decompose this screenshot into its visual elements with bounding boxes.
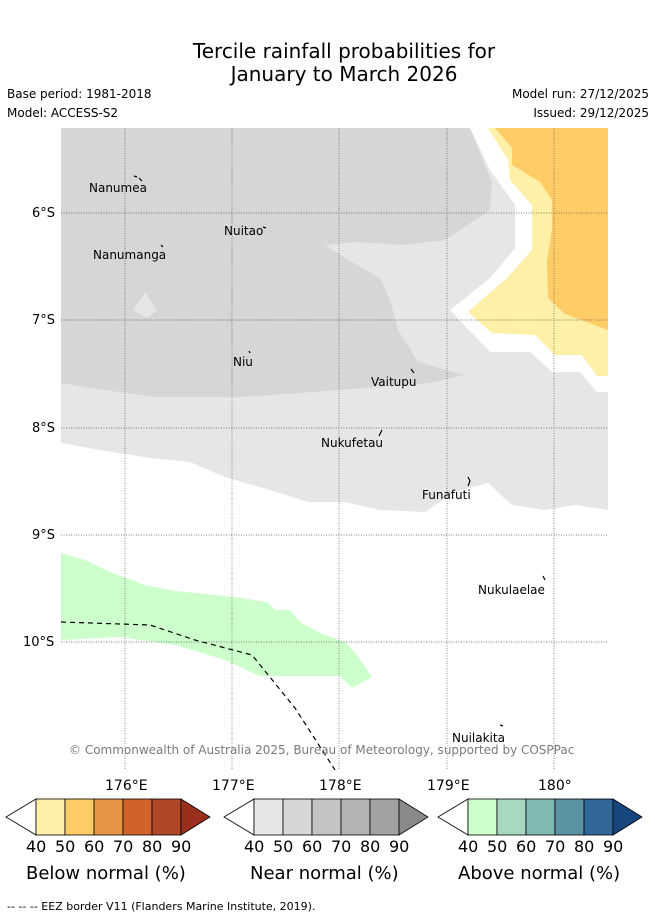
above-tick-label: 50: [487, 837, 508, 856]
eez-border-line: [61, 621, 336, 770]
near-tick-label: 90: [389, 837, 410, 856]
lat-label-9s: 9°S: [32, 528, 56, 543]
below-tick-label: 50: [55, 837, 76, 856]
above-tick-label: 80: [574, 837, 595, 856]
colorbar-title-near: Near normal (%): [250, 863, 399, 884]
lat-label-6s: 6°S: [32, 206, 56, 221]
below-extend-high: [180, 798, 211, 836]
near-tick-label: 70: [331, 837, 352, 856]
island-nukulaelae: [542, 575, 546, 581]
island-nuilakita: [499, 724, 504, 727]
island-niu: [248, 350, 251, 354]
above-extend-high: [612, 798, 643, 836]
lon-label-180: 180°: [538, 778, 572, 794]
island-nukufetau: [378, 429, 383, 437]
below-segment-5: [151, 798, 182, 836]
eez-footnote: -- -- -- EEZ border V11 (Flanders Marine…: [7, 900, 316, 913]
above-tick-label: 40: [458, 837, 479, 856]
place-niu: Niu: [233, 355, 253, 369]
model-name: Model: ACCESS-S2: [7, 106, 119, 120]
above-tick-label: 60: [516, 837, 537, 856]
above-segment-4: [554, 798, 585, 836]
place-nukufetau: Nukufetau: [321, 436, 384, 450]
near-segment-1: [253, 798, 284, 836]
lon-label-176: 176°E: [105, 778, 148, 794]
near-segment-4: [340, 798, 371, 836]
base-period: Base period: 1981-2018: [7, 87, 152, 101]
colorbar-above-normal: [437, 798, 643, 836]
lon-label-178: 178°E: [319, 778, 362, 794]
below-segment-4: [122, 798, 153, 836]
near-normal-island: [133, 292, 157, 318]
title-line-2: January to March 2026: [230, 62, 458, 86]
below-normal-50-60-region: [495, 128, 608, 330]
above-segment-5: [583, 798, 614, 836]
near-tick-label: 40: [244, 837, 265, 856]
place-vaitupu: Vaitupu: [371, 375, 417, 389]
map-title: Tercile rainfall probabilities for Janua…: [0, 40, 655, 86]
place-funafuti: Funafuti: [422, 488, 471, 502]
above-segment-2: [496, 798, 527, 836]
graticule: [61, 128, 608, 770]
island-vaitupu: [410, 368, 415, 374]
near-normal-50-60-region: [61, 128, 492, 397]
below-tick-label: 80: [142, 837, 163, 856]
island-nuitao: [262, 226, 267, 229]
near-tick-label: 80: [360, 837, 381, 856]
islands: [133, 175, 546, 727]
place-nanumea: Nanumea: [89, 181, 147, 195]
below-tick-label: 90: [171, 837, 192, 856]
place-nuilakita: Nuilakita: [452, 731, 505, 745]
issued-date: Issued: 29/12/2025: [533, 106, 649, 120]
island-funafuti: [467, 476, 471, 487]
colorbar-near-normal: [223, 798, 429, 836]
lon-label-177: 177°E: [212, 778, 255, 794]
above-extend-low: [437, 798, 469, 836]
near-extend-low: [223, 798, 255, 836]
above-tick-label: 70: [545, 837, 566, 856]
island-nanumanga: [160, 244, 164, 248]
below-tick-label: 70: [113, 837, 134, 856]
model-run: Model run: 27/12/2025: [511, 87, 649, 101]
above-tick-label: 90: [603, 837, 624, 856]
island-nanumea: [133, 175, 143, 182]
title-line-1: Tercile rainfall probabilities for: [192, 39, 496, 63]
colorbar-below-normal: [5, 798, 211, 836]
below-tick-label: 60: [84, 837, 105, 856]
place-nuitao: Nuitao: [224, 224, 264, 238]
below-segment-2: [64, 798, 95, 836]
near-extend-high: [398, 798, 429, 836]
place-nukulaelae: Nukulaelae: [478, 583, 545, 597]
below-tick-label: 40: [26, 837, 47, 856]
lat-label-10s: 10°S: [23, 635, 55, 650]
near-tick-label: 60: [302, 837, 323, 856]
below-segment-3: [93, 798, 124, 836]
near-tick-label: 50: [273, 837, 294, 856]
near-segment-3: [311, 798, 342, 836]
lat-label-7s: 7°S: [32, 313, 56, 328]
above-segment-1: [467, 798, 498, 836]
place-nanumanga: Nanumanga: [93, 248, 167, 262]
lat-label-8s: 8°S: [32, 421, 56, 436]
near-segment-5: [369, 798, 400, 836]
copyright-text: © Commonwealth of Australia 2025, Bureau…: [69, 743, 575, 757]
below-segment-1: [35, 798, 66, 836]
lon-label-179: 179°E: [427, 778, 470, 794]
below-extend-low: [5, 798, 37, 836]
above-segment-3: [525, 798, 556, 836]
colorbar-title-below: Below normal (%): [26, 863, 186, 884]
near-segment-2: [282, 798, 313, 836]
above-normal-40-50-region: [61, 553, 372, 688]
colorbar-title-above: Above normal (%): [458, 863, 621, 884]
